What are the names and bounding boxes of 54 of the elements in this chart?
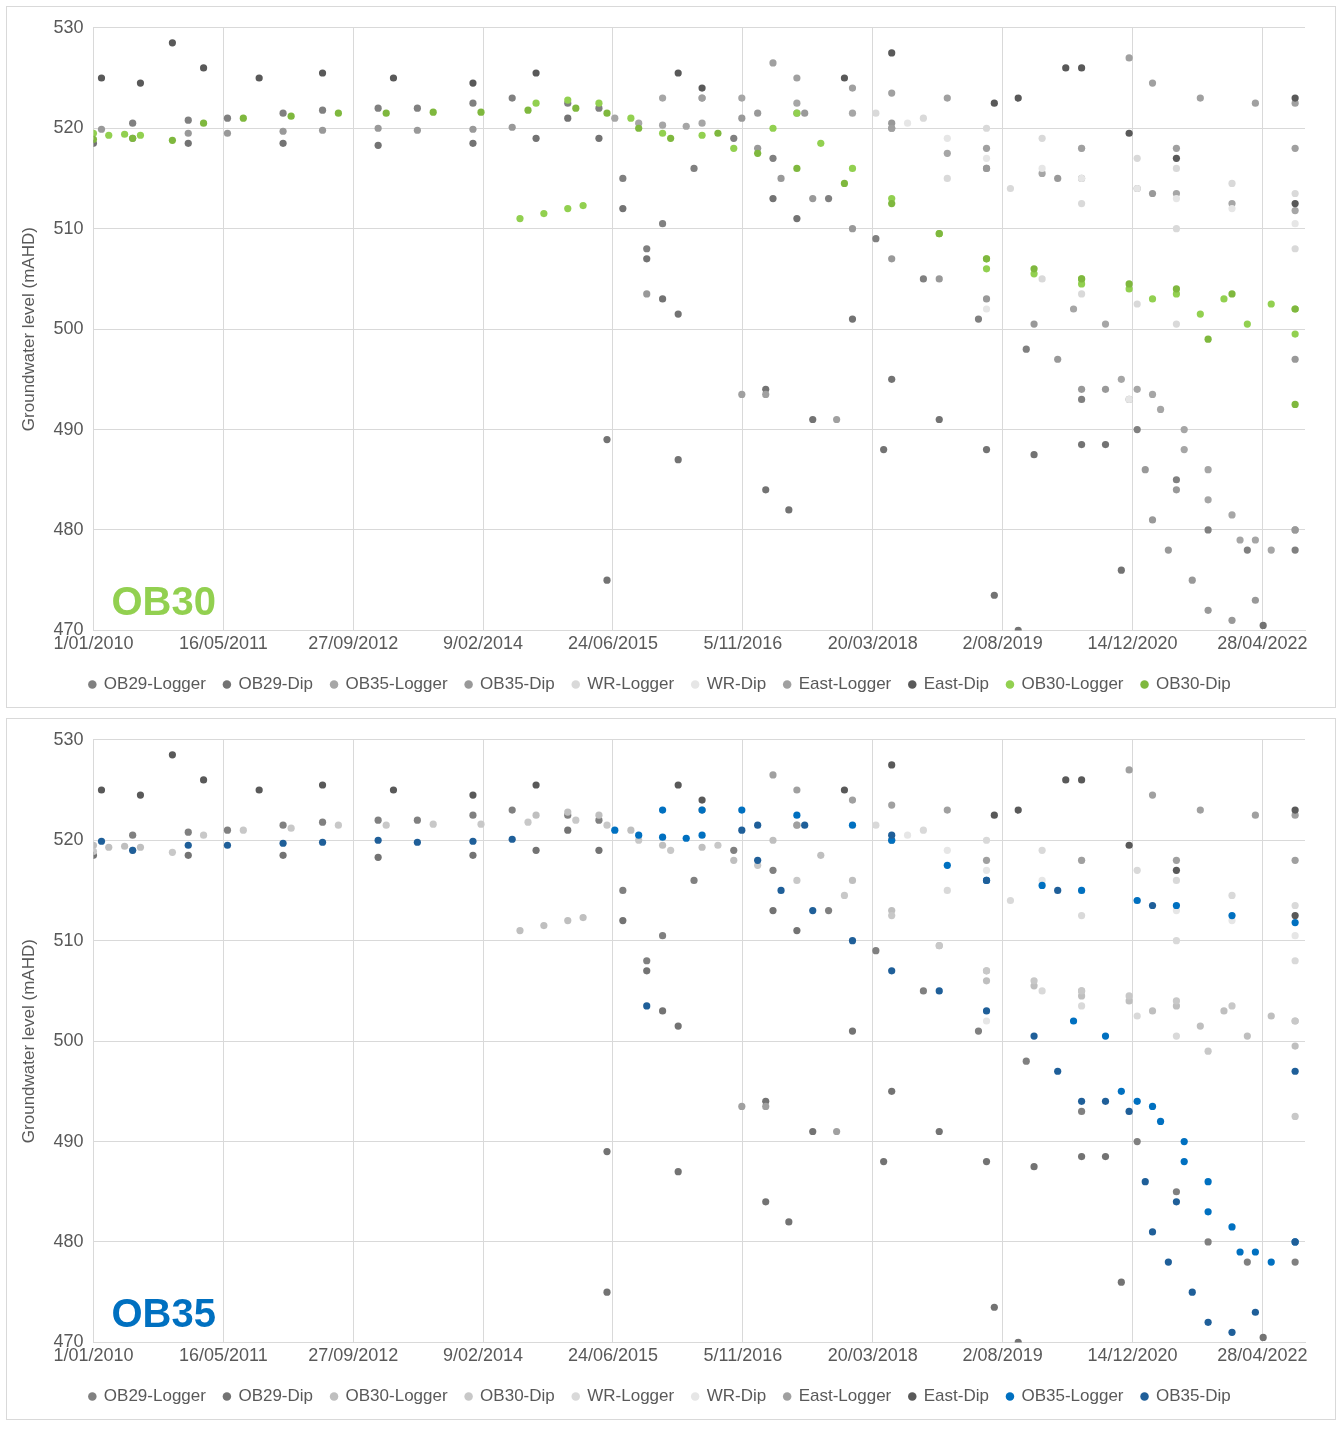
legend-label: WR-Logger bbox=[587, 1386, 675, 1406]
x-tick-label: 9/02/2014 bbox=[443, 1345, 524, 1366]
y-tick-label: 510 bbox=[53, 217, 84, 238]
y-tick-label: 490 bbox=[53, 418, 84, 439]
x-tick-label: 5/11/2016 bbox=[703, 1345, 783, 1366]
y-tick-label: 500 bbox=[53, 1030, 84, 1051]
legend-label: OB29-Dip bbox=[238, 674, 314, 694]
legend-label: WR-Dip bbox=[706, 1386, 767, 1406]
legend-label: East-Logger bbox=[798, 1386, 892, 1406]
legend-label: OB35-Dip bbox=[1156, 1386, 1231, 1406]
legend-label: OB30-Dip bbox=[1156, 674, 1231, 694]
x-tick-label: 20/03/2018 bbox=[827, 1345, 918, 1366]
legend-label: OB29-Logger bbox=[103, 674, 207, 694]
x-tick-label: 14/12/2020 bbox=[1087, 1345, 1178, 1366]
x-tick-label: 24/06/2015 bbox=[567, 1345, 659, 1366]
legend-label: WR-Logger bbox=[587, 674, 675, 694]
x-tick-label: 5/11/2016 bbox=[703, 633, 783, 654]
y-tick-label: 500 bbox=[53, 318, 84, 339]
legend-label: East-Dip bbox=[923, 674, 989, 694]
y-axis-title: Groundwater level (mAHD) bbox=[18, 227, 38, 432]
x-tick-label: 2/08/2019 bbox=[962, 1345, 1043, 1366]
x-tick-label: 14/12/2020 bbox=[1087, 633, 1178, 654]
y-tick-label: 510 bbox=[53, 929, 84, 950]
y-tick-label: 520 bbox=[53, 117, 84, 138]
y-tick-label: 520 bbox=[53, 829, 84, 850]
x-tick-label: 28/04/2022 bbox=[1217, 1345, 1308, 1366]
y-tick-label: 530 bbox=[53, 728, 84, 749]
x-tick-label: 27/09/2012 bbox=[308, 633, 399, 654]
x-tick-label: 24/06/2015 bbox=[567, 633, 659, 654]
y-tick-label: 530 bbox=[53, 16, 84, 37]
x-tick-label: 16/05/2011 bbox=[178, 1345, 268, 1366]
legend-label: OB29-Dip bbox=[238, 1386, 314, 1406]
text: OB35 bbox=[111, 1291, 216, 1336]
y-tick-label: 480 bbox=[53, 1230, 84, 1251]
legend-label: OB30-Dip bbox=[480, 1386, 555, 1406]
legend-label: OB30-Logger bbox=[1021, 674, 1124, 694]
text: OB30 bbox=[111, 579, 216, 624]
x-tick-label: 28/04/2022 bbox=[1217, 633, 1308, 654]
x-tick-label: 27/09/2012 bbox=[308, 1345, 399, 1366]
legend-label: East-Logger bbox=[798, 674, 892, 694]
legend-label: OB30-Logger bbox=[345, 1386, 448, 1406]
legend-label: WR-Dip bbox=[706, 674, 767, 694]
legend-label: OB35-Logger bbox=[1021, 1386, 1124, 1406]
x-tick-label: 9/02/2014 bbox=[443, 633, 524, 654]
y-tick-label: 490 bbox=[53, 1130, 84, 1151]
x-tick-label: 16/05/2011 bbox=[178, 633, 268, 654]
y-axis-title: Groundwater level (mAHD) bbox=[18, 939, 38, 1144]
x-tick-label: 20/03/2018 bbox=[827, 633, 918, 654]
legend-label: East-Dip bbox=[923, 1386, 989, 1406]
legend-label: OB35-Logger bbox=[345, 674, 448, 694]
y-tick-label: 480 bbox=[53, 518, 84, 539]
x-tick-label: 2/08/2019 bbox=[962, 633, 1043, 654]
legend-label: OB29-Logger bbox=[103, 1386, 207, 1406]
legend-label: OB35-Dip bbox=[480, 674, 555, 694]
